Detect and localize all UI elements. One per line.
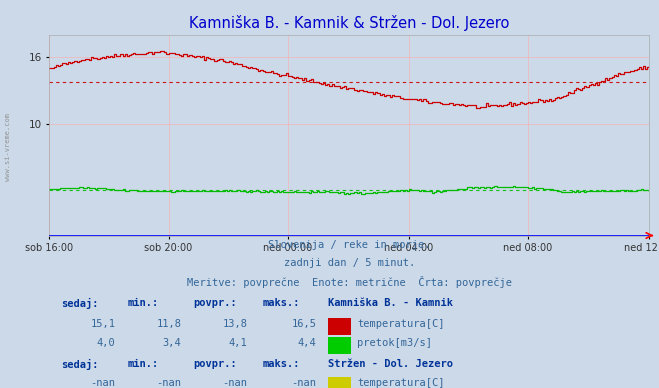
Text: Meritve: povprečne  Enote: metrične  Črta: povprečje: Meritve: povprečne Enote: metrične Črta:… (186, 275, 512, 288)
Text: sedaj:: sedaj: (61, 359, 99, 370)
Text: -nan: -nan (222, 378, 247, 388)
Text: Kamniška B. - Kamnik: Kamniška B. - Kamnik (328, 298, 453, 308)
Text: povpr.:: povpr.: (193, 298, 237, 308)
Text: maks.:: maks.: (262, 359, 300, 369)
Text: 13,8: 13,8 (222, 319, 247, 329)
Text: Slovenija / reke in morje.: Slovenija / reke in morje. (268, 240, 430, 250)
Text: temperatura[C]: temperatura[C] (357, 378, 445, 388)
Text: temperatura[C]: temperatura[C] (357, 319, 445, 329)
Text: sedaj:: sedaj: (61, 298, 99, 309)
Bar (328, 378, 351, 388)
Text: povpr.:: povpr.: (193, 359, 237, 369)
Title: Kamniška B. - Kamnik & Stržen - Dol. Jezero: Kamniška B. - Kamnik & Stržen - Dol. Jez… (189, 15, 509, 31)
Text: zadnji dan / 5 minut.: zadnji dan / 5 minut. (283, 258, 415, 268)
Text: min.:: min.: (127, 298, 159, 308)
Text: 4,0: 4,0 (97, 338, 115, 348)
Text: -nan: -nan (90, 378, 115, 388)
Text: maks.:: maks.: (262, 298, 300, 308)
Text: www.si-vreme.com: www.si-vreme.com (5, 113, 11, 182)
Text: -nan: -nan (291, 378, 316, 388)
Text: 16,5: 16,5 (291, 319, 316, 329)
Text: Stržen - Dol. Jezero: Stržen - Dol. Jezero (328, 359, 453, 369)
Text: -nan: -nan (156, 378, 181, 388)
Bar (328, 318, 351, 335)
Text: min.:: min.: (127, 359, 159, 369)
Text: 4,4: 4,4 (297, 338, 316, 348)
Bar (328, 337, 351, 354)
Text: 3,4: 3,4 (163, 338, 181, 348)
Text: 11,8: 11,8 (156, 319, 181, 329)
Text: pretok[m3/s]: pretok[m3/s] (357, 338, 432, 348)
Text: 4,1: 4,1 (229, 338, 247, 348)
Text: 15,1: 15,1 (90, 319, 115, 329)
